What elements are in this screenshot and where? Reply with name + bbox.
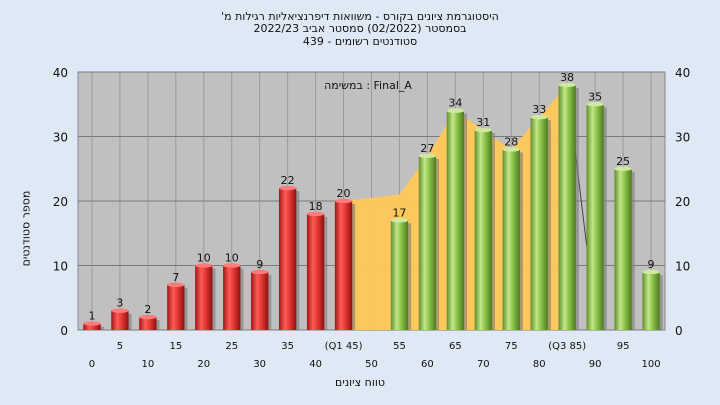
bar-cap — [586, 102, 604, 107]
y-tick-label-left: 40 — [53, 66, 68, 80]
bar-value-label: 28 — [504, 135, 518, 148]
bar-value-label: 22 — [281, 174, 295, 187]
bar-cap — [530, 114, 548, 120]
y-tick-label-left: 20 — [53, 195, 68, 209]
bar-value-label: 2 — [144, 303, 151, 316]
x-tick-label: 55 — [393, 341, 406, 352]
chart-title-line-3: סטודנטים רשומים - 439 — [302, 35, 418, 48]
x-tick-label: 0 — [89, 359, 95, 370]
bar-value-label: 7 — [172, 271, 179, 284]
bar-cap — [111, 308, 129, 313]
bar — [139, 317, 157, 330]
bar-cap — [83, 321, 101, 326]
x-tick-label: 100 — [641, 359, 660, 370]
x-tick-label: 5 — [117, 341, 123, 352]
bar — [251, 271, 269, 330]
bar-cap — [418, 153, 437, 159]
bar-cap — [334, 198, 353, 204]
x-tick-label: 25 — [225, 341, 238, 352]
bar — [390, 220, 409, 330]
bar-cap — [278, 185, 297, 191]
bar-value-label: 34 — [448, 97, 462, 110]
bar — [195, 265, 213, 330]
bar-value-label: 17 — [392, 206, 406, 219]
x-tick-label: 10 — [142, 359, 155, 370]
x-tick-label: 40 — [309, 359, 322, 370]
bar-value-label: 27 — [420, 142, 434, 155]
bar — [306, 213, 325, 330]
bar-value-label: 20 — [337, 187, 351, 200]
y-tick-label-left: 30 — [53, 131, 68, 145]
bar — [111, 310, 129, 330]
x-tick-label: 20 — [197, 359, 210, 370]
y-tick-label-right: 20 — [675, 195, 690, 209]
bar-cap — [446, 108, 465, 113]
x-tick-label: 70 — [477, 359, 490, 370]
bar — [223, 265, 241, 330]
x-tick-label: 60 — [421, 359, 434, 370]
bar-cap — [167, 282, 185, 288]
x-tick-label: 95 — [617, 341, 630, 352]
x-tick-label: (Q3 85) — [548, 341, 586, 352]
bar-value-label: 1 — [88, 310, 95, 323]
filter-annotation: במשימה : Final_A — [324, 79, 412, 92]
bar-value-label: 10 — [197, 252, 211, 265]
bar-value-label: 25 — [616, 155, 630, 168]
bar-cap — [558, 82, 576, 88]
bar — [418, 155, 437, 330]
x-tick-label: 30 — [253, 359, 266, 370]
bar-value-label: 9 — [256, 258, 263, 271]
y-tick-label-right: 0 — [675, 324, 683, 338]
bar-cap — [390, 218, 409, 223]
bar — [502, 149, 520, 330]
x-tick-label: 65 — [449, 341, 462, 352]
bar — [167, 284, 185, 330]
bar-cap — [614, 166, 632, 171]
bar-value-label: 33 — [532, 103, 546, 116]
x-tick-label: 50 — [365, 359, 378, 370]
bar-cap — [306, 211, 325, 217]
bar-cap — [642, 269, 660, 275]
bar-value-label: 10 — [225, 252, 239, 265]
bar-cap — [502, 147, 520, 152]
bar — [642, 271, 660, 330]
chart-title-line-2: בסמסטר (02/2022) סמסטר אביב 2022/23 — [253, 22, 467, 35]
bar-cap — [251, 269, 269, 275]
bar-value-label: 3 — [116, 297, 123, 310]
chart-title-line-1: 'היסטוגרמת ציונים בקורס - משוואות דיפרנצ… — [221, 10, 499, 23]
y-tick-label-right: 10 — [675, 260, 690, 274]
bar — [83, 323, 101, 330]
bar — [586, 104, 604, 330]
x-axis-label: טווח ציונים — [335, 376, 385, 389]
bar-value-label: 38 — [560, 71, 574, 84]
bar-value-label: 9 — [648, 258, 655, 271]
bar-value-label: 31 — [476, 116, 490, 129]
y-tick-label-right: 30 — [675, 131, 690, 145]
y-tick-label-left: 0 — [60, 324, 68, 338]
x-tick-label: 75 — [505, 341, 518, 352]
bar-cap — [474, 127, 492, 133]
bar — [446, 110, 465, 330]
y-tick-label-left: 10 — [53, 260, 68, 274]
bar-cap — [139, 314, 157, 320]
bar — [278, 188, 297, 330]
x-tick-label: 35 — [281, 341, 294, 352]
bar-cap — [195, 263, 213, 268]
x-tick-label: (Q1 45) — [325, 341, 363, 352]
bar — [614, 168, 632, 330]
bar-cap — [223, 263, 241, 268]
x-tick-label: 80 — [533, 359, 546, 370]
bar — [558, 84, 576, 331]
bar — [474, 130, 492, 330]
bar-value-label: 35 — [588, 90, 602, 103]
x-tick-label: 15 — [169, 341, 182, 352]
y-tick-label-right: 40 — [675, 66, 690, 80]
x-tick-label: 90 — [589, 359, 602, 370]
bar — [530, 117, 548, 331]
bar-value-label: 18 — [309, 200, 323, 213]
bar — [334, 201, 353, 330]
